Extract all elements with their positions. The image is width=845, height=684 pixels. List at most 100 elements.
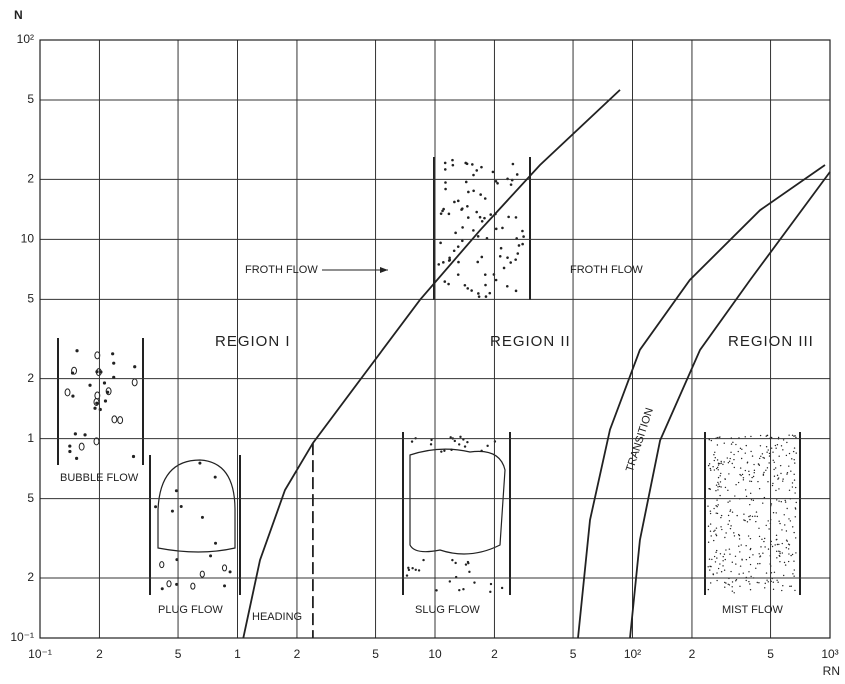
dot bbox=[730, 570, 732, 573]
dot bbox=[786, 473, 788, 475]
dot bbox=[765, 435, 767, 437]
dot bbox=[407, 568, 411, 572]
dot bbox=[713, 459, 715, 462]
dot bbox=[755, 567, 757, 570]
dot bbox=[449, 436, 452, 439]
dot bbox=[781, 552, 784, 554]
dot bbox=[752, 554, 754, 556]
dot bbox=[743, 519, 745, 521]
dot bbox=[793, 459, 795, 461]
dot bbox=[776, 474, 779, 477]
dot bbox=[466, 440, 469, 444]
dot bbox=[764, 546, 766, 548]
x-tick-label: 10⁻¹ bbox=[28, 647, 52, 661]
dot bbox=[742, 572, 744, 574]
dot bbox=[781, 589, 783, 592]
dot bbox=[776, 550, 778, 553]
dot bbox=[228, 570, 232, 574]
dot bbox=[738, 545, 740, 547]
dot bbox=[223, 584, 227, 588]
dot bbox=[745, 579, 747, 582]
dot bbox=[723, 553, 726, 555]
dot bbox=[795, 552, 797, 554]
dot bbox=[500, 586, 504, 590]
dot bbox=[766, 434, 768, 437]
dot bbox=[475, 210, 478, 214]
dot bbox=[509, 261, 512, 264]
y-tick-label: 10⁻¹ bbox=[10, 630, 34, 644]
dot bbox=[721, 528, 723, 531]
dot bbox=[727, 501, 729, 503]
dot bbox=[717, 476, 720, 479]
dot bbox=[749, 563, 752, 566]
dot bbox=[729, 553, 731, 555]
dot bbox=[757, 463, 760, 465]
dot bbox=[734, 495, 736, 497]
x-tick-label: 2 bbox=[491, 647, 498, 661]
dot bbox=[447, 212, 451, 216]
dot bbox=[777, 436, 780, 439]
bubble bbox=[117, 416, 124, 425]
dot bbox=[758, 464, 761, 466]
dot bbox=[740, 474, 742, 477]
dot bbox=[454, 231, 457, 235]
dot bbox=[744, 436, 746, 438]
dot bbox=[709, 582, 712, 584]
dot bbox=[464, 563, 468, 566]
dot bbox=[768, 528, 770, 530]
dot bbox=[733, 532, 735, 534]
dot bbox=[746, 462, 749, 464]
dot bbox=[708, 439, 710, 441]
dot bbox=[735, 580, 737, 582]
dot bbox=[491, 170, 495, 174]
dot bbox=[772, 451, 774, 453]
annotation: BUBBLE FLOW bbox=[60, 472, 139, 484]
dot bbox=[451, 163, 455, 167]
dot bbox=[716, 436, 718, 439]
dot bbox=[777, 581, 779, 583]
dot bbox=[522, 235, 525, 238]
annotation: REGION III bbox=[728, 333, 814, 350]
dot bbox=[498, 254, 502, 258]
dot bbox=[748, 515, 750, 518]
dot bbox=[724, 581, 726, 584]
dot bbox=[174, 489, 178, 493]
dot bbox=[741, 448, 743, 450]
dot bbox=[774, 467, 777, 469]
dot bbox=[776, 444, 779, 446]
annotation: HEADING bbox=[252, 611, 302, 623]
dot bbox=[792, 450, 795, 453]
dot bbox=[727, 523, 729, 526]
dot bbox=[461, 226, 464, 229]
dot bbox=[741, 473, 744, 476]
dot bbox=[713, 507, 715, 510]
dot bbox=[506, 256, 509, 259]
dot bbox=[739, 585, 741, 587]
dot bbox=[784, 499, 786, 502]
annotation: FROTH FLOW bbox=[570, 264, 643, 276]
dot bbox=[712, 466, 714, 468]
dot bbox=[791, 482, 794, 484]
dot bbox=[456, 273, 460, 276]
dot bbox=[443, 168, 447, 171]
dot bbox=[465, 162, 469, 166]
dot bbox=[728, 473, 730, 475]
dot bbox=[472, 229, 475, 232]
dot bbox=[133, 365, 137, 369]
dot bbox=[777, 478, 779, 480]
dot bbox=[722, 565, 724, 567]
dot bbox=[765, 446, 768, 448]
dot bbox=[441, 209, 444, 213]
dot bbox=[715, 467, 718, 470]
dot bbox=[720, 514, 723, 517]
dot bbox=[780, 445, 783, 447]
dot bbox=[709, 512, 712, 515]
dot bbox=[750, 480, 753, 483]
dot bbox=[717, 481, 719, 484]
dot bbox=[715, 551, 717, 554]
dot bbox=[716, 512, 719, 515]
dot bbox=[112, 375, 116, 379]
dot bbox=[466, 205, 469, 208]
dot bbox=[471, 163, 474, 166]
